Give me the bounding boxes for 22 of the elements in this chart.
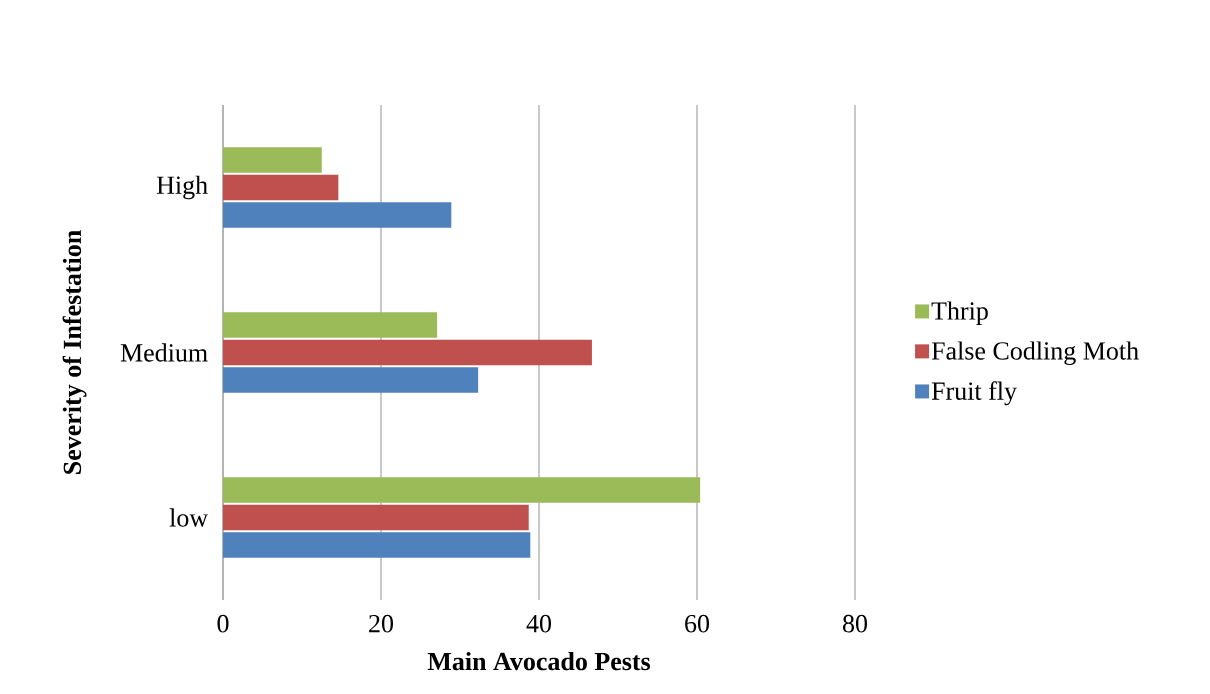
bar [223, 504, 529, 531]
y-tick-label: low [169, 508, 209, 527]
x-tick-label: 80 [842, 614, 868, 633]
bar [223, 147, 322, 173]
y-axis-title: Severity of Infestation [62, 230, 87, 474]
bar [223, 477, 701, 503]
x-tick-label: 0 [217, 614, 229, 633]
x-tick-label: 40 [526, 614, 552, 633]
bar [223, 532, 531, 558]
legend-label: Thrip [931, 301, 988, 326]
x-tick-label: 60 [685, 614, 710, 633]
bar [223, 339, 592, 366]
x-axis-title: Main Avocado Pests [427, 651, 651, 671]
bar [223, 202, 452, 228]
x-tick-label: 20 [369, 614, 394, 633]
legend-label: Fruit fly [931, 381, 1017, 406]
y-tick-label: High [156, 175, 208, 200]
bar [223, 174, 339, 201]
y-tick-label: Medium [120, 343, 208, 362]
bar [223, 312, 438, 338]
bar [223, 367, 479, 393]
legend-label: False Codling Moth [931, 341, 1139, 366]
